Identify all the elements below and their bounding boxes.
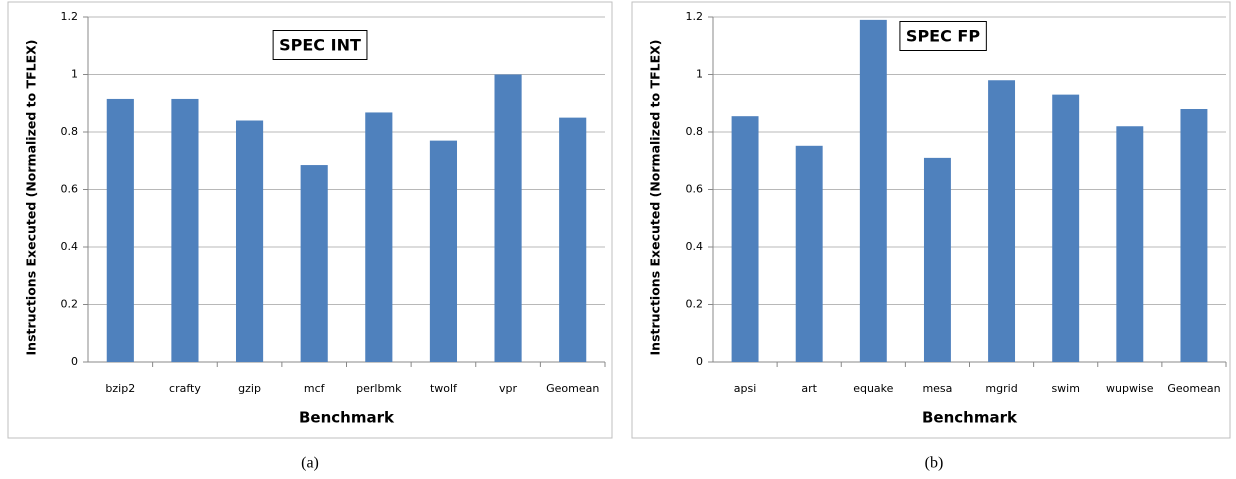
x-tick-label: vpr [499,382,517,395]
y-tick-label: 0.2 [61,298,79,311]
y-tick-label: 0 [696,355,703,368]
y-tick-label: 0.8 [686,125,704,138]
caption: (b) [925,455,944,472]
y-axis-label: Instructions Executed (Normalized to TFL… [648,40,663,356]
bar [1116,126,1144,362]
bar [795,145,823,362]
y-tick-label: 0 [71,355,78,368]
x-tick-label: crafty [169,382,201,395]
bar [494,74,522,362]
y-tick-label: 0.6 [686,183,704,196]
x-axis-label: Benchmark [299,409,395,427]
y-tick-label: 0.6 [61,183,79,196]
chart-title: SPEC FP [906,27,980,46]
y-tick-label: 1.2 [686,10,704,23]
x-tick-label: gzip [238,382,261,395]
x-axis-label: Benchmark [922,409,1018,427]
x-tick-label: swim [1051,382,1080,395]
bar [235,120,264,362]
x-tick-label: equake [853,382,893,395]
x-tick-label: Geomean [546,382,599,395]
x-tick-label: apsi [734,382,757,395]
y-tick-label: 0.8 [61,125,79,138]
y-tick-label: 1.2 [61,10,79,23]
chart: 0 0.2 0.4 0.6 0.8 1 1.2 apsi art equake mesa mgrid s… [631,1,1231,439]
x-tick-label: mesa [922,382,952,395]
y-tick-label: 0.2 [686,298,704,311]
bar [106,98,134,362]
bar [1052,94,1080,362]
x-tick-label: mgrid [985,382,1017,395]
title-box [899,21,987,51]
bar [171,98,199,362]
bar [731,116,759,362]
x-tick-label: art [801,382,817,395]
y-tick-label: 0.4 [686,240,704,253]
bar [923,157,951,362]
bar [859,19,887,362]
y-tick-label: 1 [696,68,703,81]
bar [429,140,458,362]
x-tick-label: wupwise [1106,382,1154,395]
y-tick-label: 1 [71,68,78,81]
x-tick-label: twolf [430,382,458,395]
y-axis-label: Instructions Executed (Normalized to TFL… [24,40,39,356]
bar [559,117,587,362]
bar [300,165,328,362]
caption: (a) [301,455,319,472]
x-tick-label: mcf [304,382,326,395]
bar [1180,109,1208,362]
x-tick-label: Geomean [1167,382,1220,395]
bar [365,112,393,362]
x-tick-label: bzip2 [105,382,135,395]
y-tick-label: 0.4 [61,240,79,253]
chart-title: SPEC INT [279,36,361,55]
chart: 0 0.2 0.4 0.6 0.8 1 1.2 bzip2 crafty gzip mcf perlb… [7,1,613,439]
x-tick-label: perlbmk [356,382,402,395]
title-box [272,30,368,60]
bar [988,80,1016,362]
